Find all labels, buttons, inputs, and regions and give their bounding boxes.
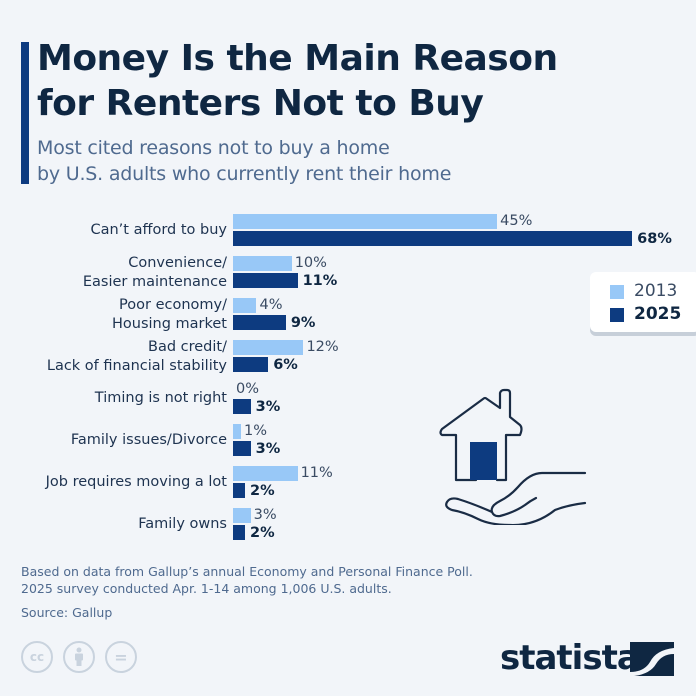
chart-row: Timing is not right 0% 3% [0, 380, 696, 418]
statista-logo-mark-icon [630, 642, 674, 676]
category-label: Family owns [0, 515, 227, 534]
bar-2013 [233, 424, 241, 439]
title-line-1: Money Is the Main Reason [37, 38, 558, 79]
bar-2013 [233, 466, 298, 481]
category-label-line-2: Housing market [111, 316, 227, 332]
chart-row: Convenience/Easier maintenance 10% 11% [0, 254, 696, 292]
footnote: Based on data from Gallup’s annual Econo… [21, 563, 473, 597]
bar-2025 [233, 315, 286, 330]
value-label-2013: 0% [236, 381, 260, 397]
bar-2025 [233, 525, 245, 540]
subtitle-line-2: by U.S. adults who currently rent their … [37, 163, 452, 185]
value-label-2025: 6% [273, 357, 298, 373]
value-label-2025: 11% [302, 273, 338, 289]
category-label-line-1: Poor economy/ [119, 297, 227, 313]
subtitle-line-1: Most cited reasons not to buy a home [37, 137, 390, 159]
category-label: Bad credit/Lack of financial stability [0, 338, 227, 376]
bar-2025 [233, 483, 245, 498]
legend-swatch-2025 [610, 308, 624, 322]
value-label-2025: 68% [637, 231, 672, 247]
category-label-line-1: Timing is not right [94, 390, 227, 406]
chart-subtitle: Most cited reasons not to buy a home by … [37, 135, 451, 187]
value-label-2025: 3% [255, 399, 281, 415]
source-label: Source: Gallup [21, 605, 113, 620]
person-icon [75, 647, 83, 666]
bar-2025 [233, 273, 298, 288]
bar-2013 [233, 298, 257, 313]
bar-chart: Can’t afford to buy 45% 68% Convenience/Eas… [0, 212, 696, 547]
chart-row: Can’t afford to buy 45% 68% [0, 212, 696, 250]
chart-row: Family owns 3% 2% [0, 506, 696, 544]
cc-icon-text: cc [29, 650, 45, 664]
bar-2013 [233, 256, 292, 271]
no-derivatives-icon[interactable]: = [105, 641, 137, 673]
bar-2013 [233, 340, 304, 355]
value-label-2013: 12% [306, 339, 339, 355]
chart-title: Money Is the Main Reason for Renters Not… [37, 36, 558, 126]
bar-2025 [233, 399, 251, 414]
category-label: Family issues/Divorce [0, 431, 227, 450]
bar-2025 [233, 231, 633, 246]
value-label-2025: 2% [250, 525, 275, 541]
chart-row: Job requires moving a lot 11% 2% [0, 464, 696, 502]
chart-row: Poor economy/Housing market 4% 9% [0, 296, 696, 334]
bar-2013 [233, 214, 498, 229]
value-label-2013: 45% [500, 213, 533, 229]
value-label-2013: 4% [259, 297, 283, 313]
category-label-line-1: Convenience/ [128, 255, 227, 271]
category-label-line-1: Family owns [138, 516, 227, 532]
category-label-line-2: Easier maintenance [82, 274, 227, 290]
house-in-hand-icon [439, 388, 587, 525]
value-label-2013: 3% [253, 507, 277, 523]
value-label-2025: 9% [290, 315, 316, 331]
bar-2013 [233, 508, 251, 523]
category-label: Convenience/Easier maintenance [0, 254, 227, 292]
legend: 2013 2025 [590, 272, 696, 332]
footnote-line-2: 2025 survey conducted Apr. 1-14 among 1,… [21, 581, 392, 596]
category-label: Timing is not right [0, 389, 227, 408]
legend-label-2025: 2025 [634, 304, 682, 324]
category-label-line-2: Lack of financial stability [46, 358, 227, 374]
title-line-2: for Renters Not to Buy [37, 83, 484, 124]
creative-commons-icon[interactable]: cc [21, 641, 53, 673]
category-label: Job requires moving a lot [0, 473, 227, 492]
nd-icon-text: = [114, 647, 128, 667]
value-label-2025: 3% [255, 441, 281, 457]
footnote-line-1: Based on data from Gallup’s annual Econo… [21, 564, 473, 579]
bar-2025 [233, 441, 251, 456]
category-label-line-1: Can’t afford to buy [90, 222, 227, 238]
chart-row: Family issues/Divorce 1% 3% [0, 422, 696, 460]
value-label-2013: 11% [300, 465, 333, 481]
statista-logo[interactable]: statista [500, 638, 640, 678]
bar-2025 [233, 357, 269, 372]
category-label: Poor economy/Housing market [0, 296, 227, 334]
chart-row: Bad credit/Lack of financial stability 12… [0, 338, 696, 376]
value-label-2013: 1% [244, 423, 268, 439]
value-label-2013: 10% [294, 255, 327, 271]
value-label-2025: 2% [250, 483, 275, 499]
category-label-line-1: Job requires moving a lot [45, 474, 227, 490]
legend-swatch-2013 [610, 285, 624, 299]
title-accent-bar [21, 42, 29, 184]
category-label: Can’t afford to buy [0, 221, 227, 240]
category-label-line-1: Bad credit/ [148, 339, 227, 355]
category-label-line-1: Family issues/Divorce [70, 432, 227, 448]
legend-label-2013: 2013 [634, 281, 678, 301]
attribution-icon[interactable] [63, 641, 95, 673]
